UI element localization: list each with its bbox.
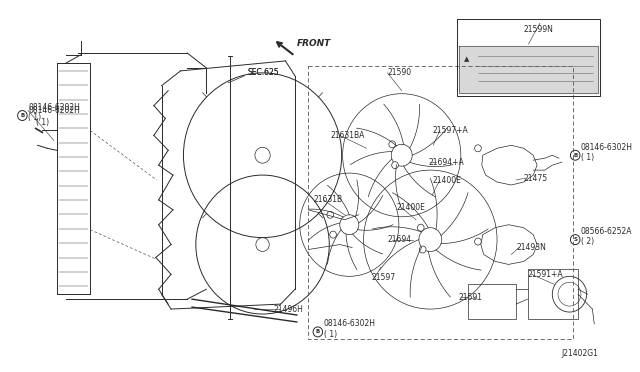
Text: ▲: ▲ xyxy=(463,56,469,62)
Text: B: B xyxy=(316,329,320,334)
Text: 21400E: 21400E xyxy=(432,176,461,185)
Text: 08146-6302H
( 1): 08146-6302H ( 1) xyxy=(581,142,633,162)
Text: 21591+A: 21591+A xyxy=(527,270,563,279)
Circle shape xyxy=(475,238,481,245)
Text: 08146-6202H: 08146-6202H xyxy=(28,106,80,115)
Text: 21591: 21591 xyxy=(459,293,483,302)
Text: ( 1): ( 1) xyxy=(36,118,49,127)
Text: 21493N: 21493N xyxy=(516,243,546,252)
Text: SEC.625: SEC.625 xyxy=(247,68,279,77)
Text: 21631BA: 21631BA xyxy=(330,131,365,140)
Text: 21496H: 21496H xyxy=(273,305,303,314)
Text: 21475: 21475 xyxy=(524,174,548,183)
Circle shape xyxy=(475,145,481,152)
Text: 21597: 21597 xyxy=(371,273,396,282)
Text: FRONT: FRONT xyxy=(297,39,331,48)
Text: 21597+A: 21597+A xyxy=(432,126,468,135)
Text: J21402G1: J21402G1 xyxy=(562,349,599,358)
Text: 21400E: 21400E xyxy=(397,203,426,212)
Text: 21590: 21590 xyxy=(387,68,412,77)
Circle shape xyxy=(417,224,424,231)
Text: B: B xyxy=(573,153,577,158)
Text: 21694: 21694 xyxy=(387,235,412,244)
Circle shape xyxy=(327,211,333,218)
Text: S: S xyxy=(573,237,577,242)
Text: 21694+A: 21694+A xyxy=(428,158,464,167)
Text: 08146-6302H
( 1): 08146-6302H ( 1) xyxy=(324,319,376,339)
Circle shape xyxy=(330,231,337,238)
Text: 21599N: 21599N xyxy=(524,25,554,34)
Text: 08566-6252A
( 2): 08566-6252A ( 2) xyxy=(581,227,632,246)
Text: 21631B: 21631B xyxy=(313,195,342,204)
Text: SEC.625: SEC.625 xyxy=(247,68,279,77)
Polygon shape xyxy=(459,46,598,93)
Circle shape xyxy=(419,246,426,253)
Circle shape xyxy=(392,162,398,169)
Circle shape xyxy=(389,141,396,148)
Text: B: B xyxy=(20,113,24,118)
Text: 08146-6202H
( 1): 08146-6202H ( 1) xyxy=(28,103,80,122)
